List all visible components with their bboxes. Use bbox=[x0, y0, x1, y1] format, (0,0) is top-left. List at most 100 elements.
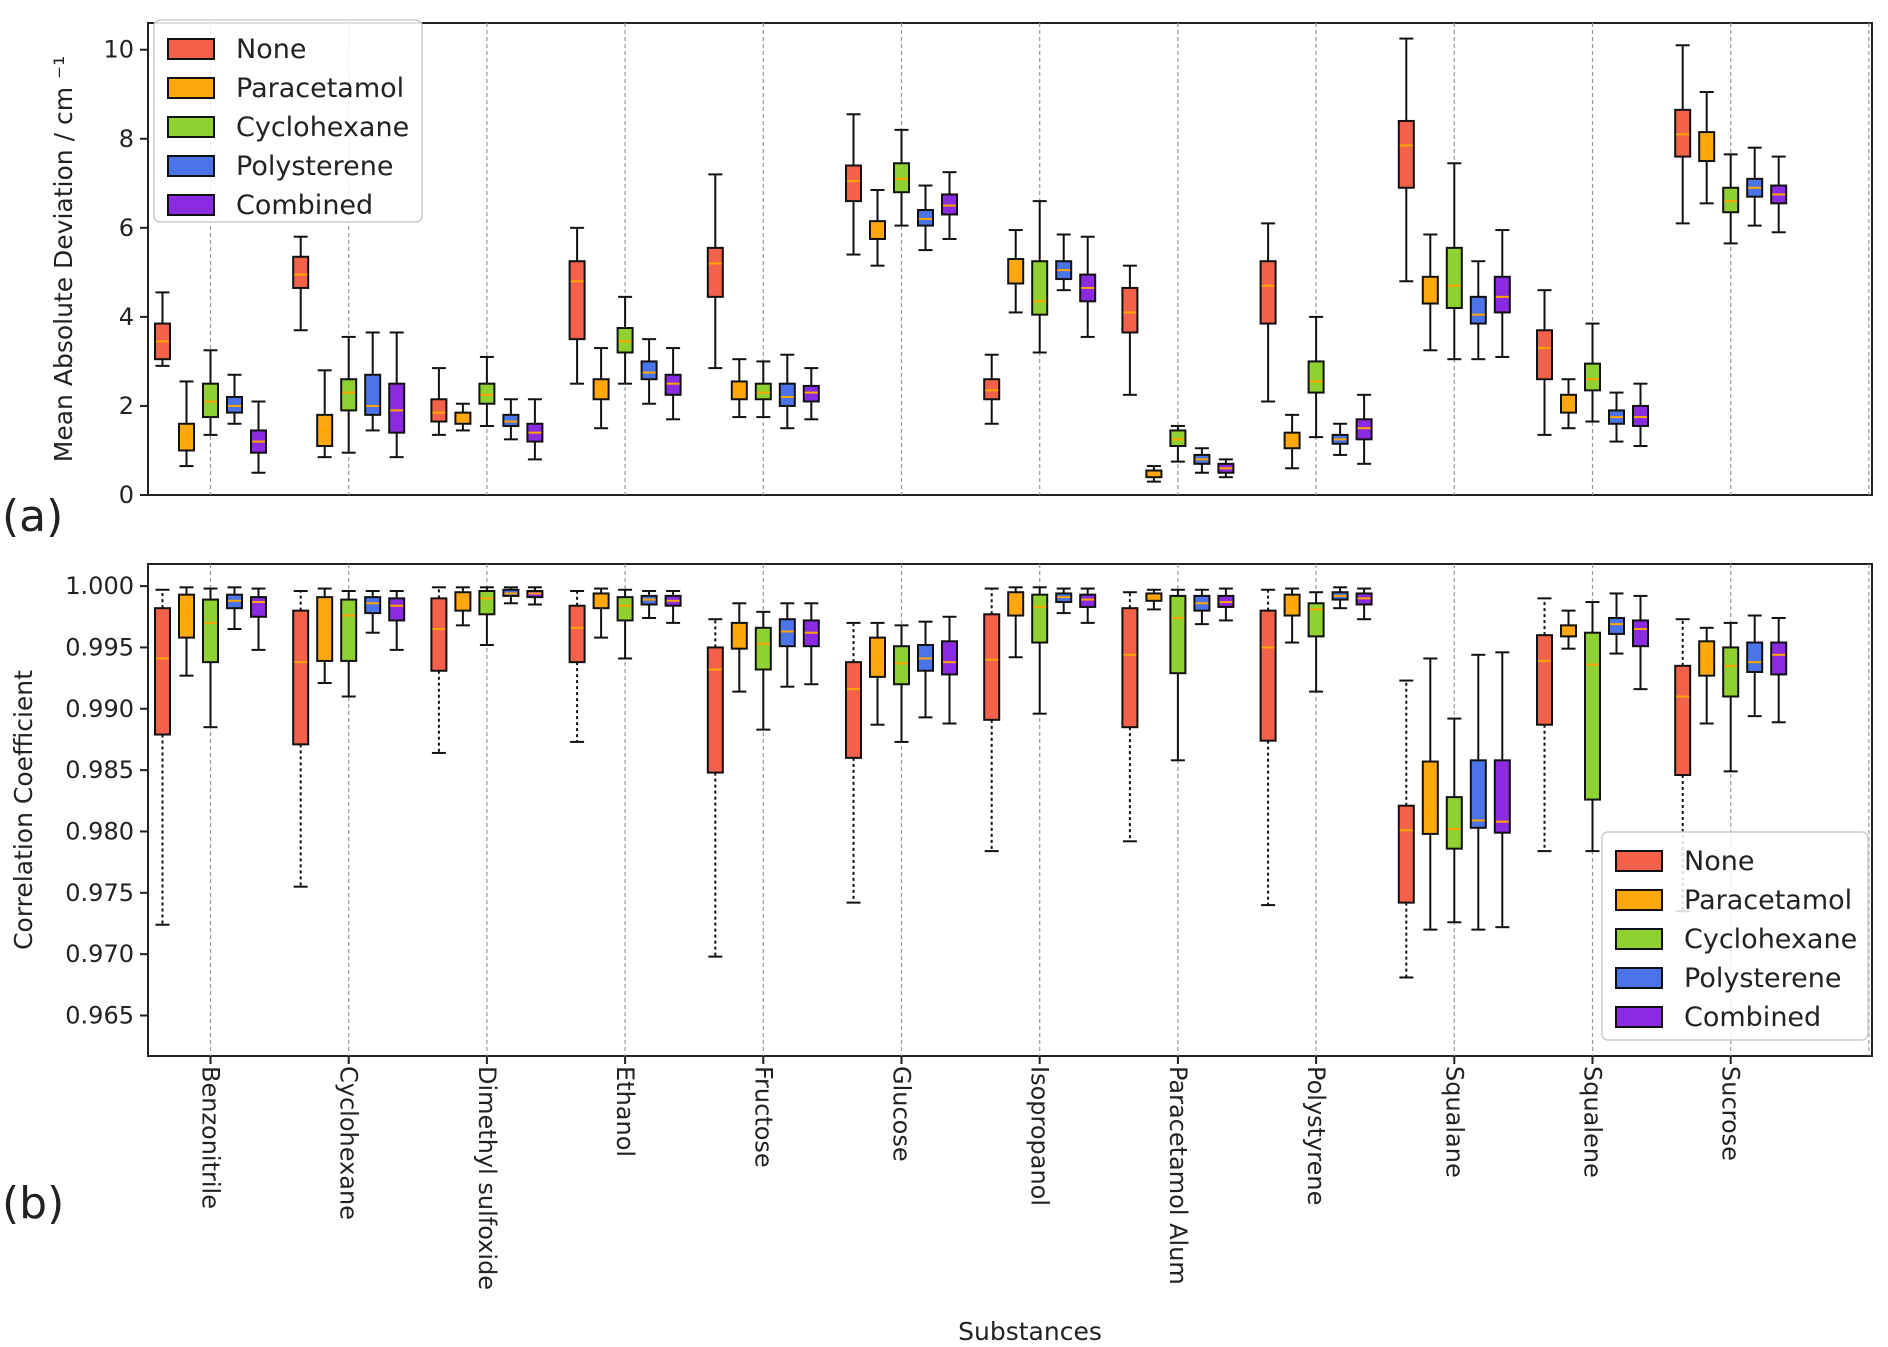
box-paracetamol-sucrose bbox=[1698, 626, 1716, 725]
box-polysterene-sucrose bbox=[1746, 614, 1764, 718]
box-polysterene-paracetamol-alum bbox=[1193, 447, 1211, 474]
y-tick-label: 0.980 bbox=[65, 817, 134, 845]
box-cyclohexane-paracetamol-alum bbox=[1169, 588, 1187, 762]
legend-swatch bbox=[1615, 967, 1663, 989]
box-cyclohexane-sucrose bbox=[1722, 621, 1740, 773]
box-combined-cyclohexane bbox=[388, 589, 406, 651]
box-body bbox=[430, 398, 448, 423]
box-combined-polystyrene bbox=[1355, 393, 1373, 465]
box-combined-paracetamol-alum bbox=[1217, 587, 1235, 622]
box-cyclohexane-benzonitrile bbox=[202, 349, 219, 436]
box-body bbox=[1007, 258, 1025, 285]
box-cyclohexane-dimethyl-sulfoxide bbox=[478, 586, 496, 646]
box-body bbox=[568, 604, 586, 664]
box-combined-benzonitrile bbox=[250, 400, 267, 474]
box-body bbox=[983, 613, 1001, 721]
box-polysterene-isopropanol bbox=[1055, 587, 1073, 615]
box-body bbox=[340, 598, 358, 662]
box-body bbox=[454, 411, 472, 425]
box-body bbox=[1722, 646, 1740, 698]
box-paracetamol-isopropanol bbox=[1007, 229, 1025, 314]
box-paracetamol-squalane bbox=[1421, 657, 1439, 931]
legend-swatch bbox=[1615, 889, 1663, 911]
box-none-paracetamol-alum bbox=[1121, 264, 1139, 396]
box-none-squalane bbox=[1397, 679, 1415, 979]
box-body bbox=[388, 382, 406, 434]
legend-swatch bbox=[1615, 1006, 1663, 1028]
box-none-polystyrene bbox=[1259, 588, 1277, 907]
box-paracetamol-fructose bbox=[730, 602, 748, 693]
legend-swatch bbox=[1615, 850, 1663, 872]
x-tick-label: Polystyrene bbox=[1302, 1066, 1330, 1205]
legend-swatch bbox=[167, 38, 215, 60]
legend-label: Paracetamol bbox=[1684, 885, 1852, 916]
x-tick-label: Ethanol bbox=[611, 1066, 639, 1157]
legend-label: Combined bbox=[1684, 1002, 1821, 1033]
x-tick-label: Cyclohexane bbox=[335, 1066, 363, 1220]
box-body bbox=[730, 621, 748, 650]
legend-swatch bbox=[167, 155, 215, 177]
box-body bbox=[1632, 619, 1649, 648]
box-body bbox=[640, 360, 658, 381]
box-cyclohexane-fructose bbox=[754, 360, 772, 419]
box-polysterene-squalane bbox=[1469, 653, 1487, 931]
box-body bbox=[1469, 295, 1487, 325]
box-body bbox=[1493, 759, 1511, 834]
box-body bbox=[1283, 431, 1301, 450]
box-cyclohexane-ethanol bbox=[616, 295, 634, 385]
box-polysterene-glucose bbox=[917, 620, 934, 719]
box-cyclohexane-sucrose bbox=[1722, 153, 1740, 245]
panel-a-frame bbox=[147, 22, 1873, 496]
box-polysterene-ethanol bbox=[640, 589, 658, 619]
box-polysterene-dimethyl-sulfoxide bbox=[502, 586, 520, 605]
y-tick-label: 8 bbox=[119, 125, 134, 153]
box-polysterene-squalene bbox=[1608, 592, 1625, 655]
box-body bbox=[616, 596, 634, 622]
x-axis-label: Substances bbox=[958, 1317, 1102, 1346]
box-body bbox=[754, 382, 772, 401]
box-body bbox=[1145, 469, 1163, 479]
box-body bbox=[1536, 634, 1553, 726]
box-combined-squalane bbox=[1493, 651, 1511, 929]
box-body bbox=[1421, 275, 1439, 305]
box-polysterene-glucose bbox=[917, 184, 934, 252]
x-tick-label: Fructose bbox=[749, 1066, 777, 1168]
box-body bbox=[364, 596, 382, 615]
box-body bbox=[1445, 246, 1463, 309]
box-body bbox=[1031, 593, 1049, 644]
box-body bbox=[1445, 796, 1463, 850]
box-combined-fructose bbox=[802, 367, 820, 421]
box-combined-sucrose bbox=[1770, 155, 1788, 234]
box-combined-cyclohexane bbox=[388, 331, 406, 459]
box-body bbox=[1722, 186, 1740, 214]
panel-b-label: (b) bbox=[2, 1178, 64, 1229]
box-body bbox=[893, 162, 910, 194]
box-paracetamol-squalene bbox=[1560, 609, 1577, 650]
box-paracetamol-glucose bbox=[869, 188, 886, 267]
box-polysterene-benzonitrile bbox=[226, 586, 243, 631]
box-polysterene-paracetamol-alum bbox=[1193, 588, 1211, 626]
box-paracetamol-fructose bbox=[730, 358, 748, 419]
box-none-squalene bbox=[1536, 597, 1553, 853]
x-tick-label: Glucose bbox=[888, 1066, 916, 1162]
box-body bbox=[1007, 591, 1025, 617]
box-none-sucrose bbox=[1674, 44, 1692, 225]
box-body bbox=[1536, 329, 1553, 381]
box-combined-ethanol bbox=[664, 347, 682, 421]
x-tick-label: Dimethyl sulfoxide bbox=[473, 1066, 501, 1290]
box-combined-benzonitrile bbox=[250, 587, 267, 651]
panel-a-ylabel: Mean Absolute Deviation / cm ⁻¹ bbox=[49, 56, 78, 462]
box-paracetamol-sucrose bbox=[1698, 91, 1716, 205]
y-tick-label: 0.985 bbox=[65, 756, 134, 784]
y-tick-label: 0.975 bbox=[65, 879, 134, 907]
box-paracetamol-ethanol bbox=[592, 587, 610, 639]
legend-a: None Paracetamol Cyclohexane Polysterene Com… bbox=[153, 19, 423, 223]
box-body bbox=[226, 396, 243, 414]
box-body bbox=[616, 327, 634, 354]
box-paracetamol-dimethyl-sulfoxide bbox=[454, 586, 472, 627]
legend-label: Polysterene bbox=[1684, 963, 1841, 994]
y-tick-label: 0.970 bbox=[65, 940, 134, 968]
box-cyclohexane-squalane bbox=[1445, 162, 1463, 361]
box-none-isopropanol bbox=[983, 587, 1001, 853]
